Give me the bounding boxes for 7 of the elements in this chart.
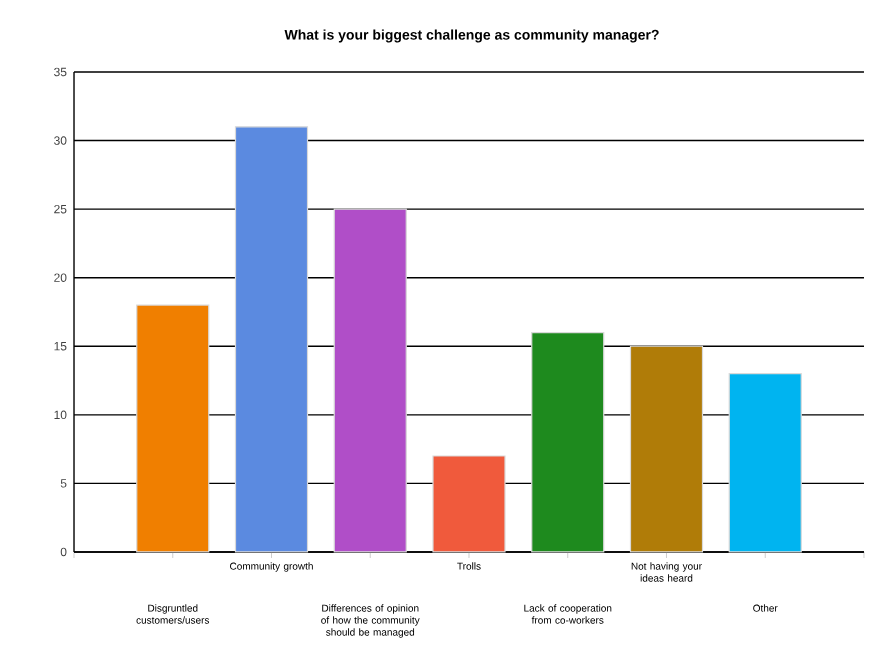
bar — [333, 208, 407, 553]
bar — [432, 455, 506, 553]
bar — [136, 304, 210, 553]
bar — [728, 373, 802, 553]
bar — [531, 331, 605, 553]
bar — [234, 126, 309, 553]
bar — [629, 345, 704, 553]
